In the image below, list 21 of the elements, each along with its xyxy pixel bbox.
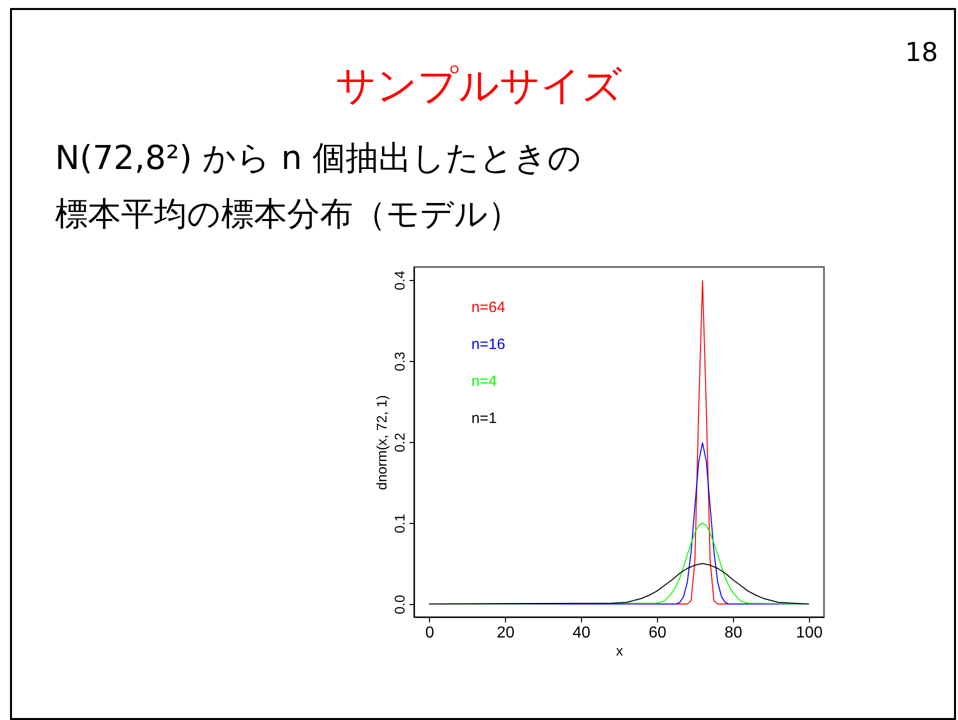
x-tick-label: 20	[496, 624, 515, 642]
y-axis-title: dnorm(x, 72, 1)	[374, 395, 390, 490]
x-axis-title: x	[616, 642, 623, 658]
text: n=1	[471, 410, 497, 427]
x-tick-label: 0	[425, 624, 434, 642]
y-tick-label: 0.3	[392, 352, 408, 372]
y-tick-label: 0.0	[392, 594, 408, 614]
y-tick-label: 0.1	[392, 514, 408, 534]
text: n=64	[471, 299, 506, 316]
text: n=16	[471, 336, 506, 353]
x-tick-label: 80	[724, 624, 742, 642]
y-tick-label: 0.2	[392, 432, 408, 452]
chart-subtitle: N(72,8²) から n 個抽出したときの標本平均の標本分布（モデル）	[55, 137, 583, 235]
chart-title: サンプルサイズ	[336, 63, 622, 109]
x-tick-label: 60	[648, 624, 666, 642]
text: 18	[905, 38, 938, 68]
line-series	[428, 563, 810, 605]
x-tick-label: 40	[572, 624, 591, 642]
text: n=4	[471, 373, 497, 390]
x-tick-label: 100	[796, 624, 823, 642]
y-tick-label: 0.4	[392, 270, 408, 290]
